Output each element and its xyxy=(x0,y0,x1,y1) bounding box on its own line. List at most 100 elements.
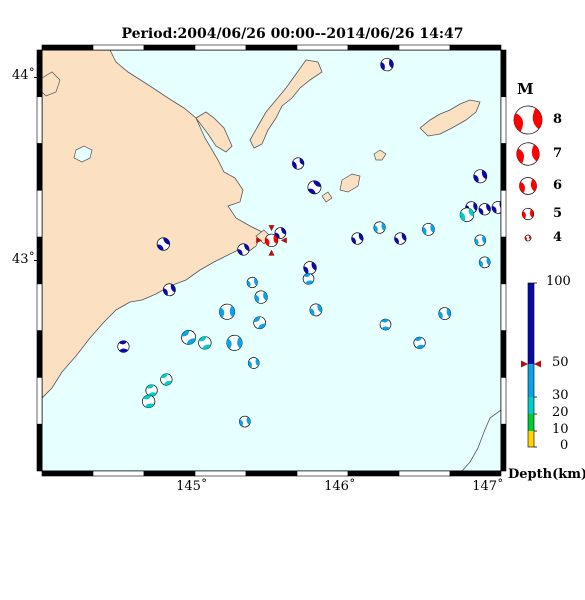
frame-bar-bottom xyxy=(245,470,298,477)
beachball-quadrant xyxy=(303,266,309,274)
event-mechanism xyxy=(226,334,243,351)
beachball-quadrant xyxy=(482,235,486,244)
event-mechanism xyxy=(380,57,394,72)
event-mechanism xyxy=(239,415,251,428)
beachball-quadrant xyxy=(274,232,280,239)
frame-bar-left xyxy=(36,283,43,331)
beachball-quadrant xyxy=(474,238,479,246)
beachball-quadrant xyxy=(248,360,252,368)
event-mechanism xyxy=(160,373,173,386)
depth-legend-unit: Depth(km) xyxy=(508,467,585,482)
beachball-quadrant xyxy=(381,319,389,323)
beachball-quadrant xyxy=(389,59,394,69)
land-habomai-2 xyxy=(373,149,387,161)
beachball-quadrant xyxy=(516,148,524,164)
frame-bar-top xyxy=(296,44,349,51)
depth-tick-label: 0 xyxy=(560,438,569,453)
beachball-quadrant xyxy=(380,62,385,71)
beachball-quadrant xyxy=(312,180,322,187)
event-mechanism xyxy=(309,303,323,317)
frame-bar-top xyxy=(245,44,298,51)
beachball-quadrant xyxy=(414,337,422,341)
beachball-quadrant xyxy=(460,211,466,222)
event-mechanism xyxy=(219,303,236,320)
beachball-quadrant xyxy=(473,174,479,183)
frame-bar-bottom xyxy=(41,470,94,477)
depth-tick-label: 100 xyxy=(546,274,571,289)
depth-band xyxy=(528,397,534,414)
magnitude-legend-symbol xyxy=(516,142,540,166)
beachball-quadrant xyxy=(373,225,378,233)
frame-bars xyxy=(36,44,507,477)
depth-tick-label: 10 xyxy=(552,422,569,437)
magnitude-legend-label: 4 xyxy=(553,230,563,245)
beachball-quadrant xyxy=(265,237,270,246)
beachball-quadrant xyxy=(519,181,525,194)
frame-bar-top xyxy=(41,44,94,51)
beachball-quadrant xyxy=(246,416,251,425)
latest-event-marker xyxy=(268,225,275,232)
event-mechanism xyxy=(254,290,268,304)
beachball-quadrant xyxy=(491,205,497,214)
event-mechanism xyxy=(373,221,386,234)
land-hokkaido xyxy=(42,50,263,399)
beachball-quadrant xyxy=(468,208,474,217)
beachball-quadrant xyxy=(513,113,524,132)
beachball-quadrant xyxy=(416,344,425,349)
event-mechanism xyxy=(303,261,317,275)
frame-bar-right xyxy=(500,96,507,144)
land-nw-islet xyxy=(42,71,61,97)
frame-bar-bottom xyxy=(296,470,349,477)
event-mechanism xyxy=(473,169,488,184)
event-mechanism xyxy=(478,203,491,216)
beachball-quadrant xyxy=(308,188,316,194)
beachball-quadrant xyxy=(479,260,483,268)
frame-bar-left xyxy=(36,49,43,98)
beachball-quadrant xyxy=(198,336,207,342)
beachball-quadrant xyxy=(438,311,443,319)
event-mechanism xyxy=(237,243,250,256)
lon-tick-label: 147˚ xyxy=(472,479,504,494)
beachball-quadrant xyxy=(292,160,297,169)
lon-tick-label: 146˚ xyxy=(324,479,356,494)
beachball-quadrant xyxy=(263,291,268,301)
depth-band xyxy=(528,431,534,447)
event-mechanism xyxy=(162,283,176,297)
coastlines xyxy=(42,50,501,471)
beachball-quadrant xyxy=(351,237,356,245)
frame-bar-right xyxy=(500,49,507,98)
land-peninsula xyxy=(195,111,233,153)
latest-event-marker xyxy=(280,237,287,244)
beachball-quadrant xyxy=(146,384,154,389)
beachball-quadrant xyxy=(273,234,278,245)
frame-bar-right xyxy=(500,330,507,378)
frame-bar-right xyxy=(500,377,507,425)
beachball-quadrant xyxy=(244,243,250,252)
frame-bar-bottom xyxy=(398,470,451,477)
frame-bar-top xyxy=(398,44,451,51)
beachball-quadrant xyxy=(160,373,168,379)
land-kunashir xyxy=(249,59,323,149)
depth-band xyxy=(528,364,534,397)
beachball-quadrant xyxy=(303,273,311,277)
depth-bar-outline xyxy=(527,282,535,448)
frame-bar-bottom xyxy=(92,470,145,477)
land-habomai-1 xyxy=(339,173,361,193)
magnitude-legend-symbol xyxy=(524,234,532,242)
magnitude-legend-symbol xyxy=(519,177,537,195)
beachball-quadrant xyxy=(253,277,258,286)
depth-tick-label: 20 xyxy=(552,405,569,420)
frame-bar-right xyxy=(500,143,507,191)
event-mechanism xyxy=(117,340,130,353)
beachball-quadrant xyxy=(530,178,537,192)
event-layer xyxy=(117,57,505,428)
depth-tick-label: 30 xyxy=(552,388,569,403)
lat-tick-label: 44˚ xyxy=(12,68,36,84)
beachball-quadrant xyxy=(254,294,260,303)
beachball-quadrant xyxy=(237,336,243,349)
event-mechanism xyxy=(156,237,171,251)
beachball-quadrant xyxy=(258,323,266,329)
beachball-quadrant xyxy=(358,233,364,242)
event-mechanism xyxy=(413,336,426,349)
